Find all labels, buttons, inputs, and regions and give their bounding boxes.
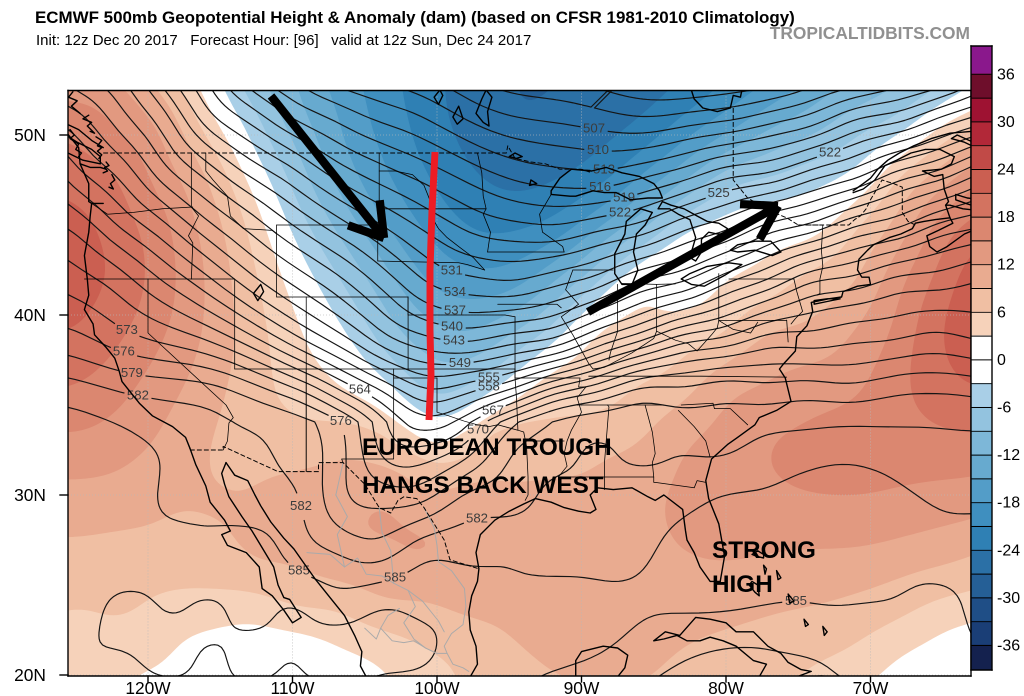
svg-text:543: 543 xyxy=(443,333,465,348)
svg-text:ECMWF 500mb Geopotential Heigh: ECMWF 500mb Geopotential Height & Anomal… xyxy=(35,8,795,27)
svg-text:564: 564 xyxy=(349,382,371,397)
svg-text:582: 582 xyxy=(127,387,149,402)
svg-text:90W: 90W xyxy=(564,678,600,696)
svg-text:-30: -30 xyxy=(997,590,1020,607)
svg-text:576: 576 xyxy=(330,413,352,428)
svg-text:110W: 110W xyxy=(270,678,315,696)
svg-text:0: 0 xyxy=(997,352,1006,369)
svg-text:537: 537 xyxy=(444,303,466,318)
svg-text:36: 36 xyxy=(997,66,1015,83)
svg-text:507: 507 xyxy=(583,121,605,136)
svg-text:513: 513 xyxy=(593,161,615,176)
svg-text:585: 585 xyxy=(288,562,310,577)
svg-text:573: 573 xyxy=(116,322,138,337)
svg-text:-36: -36 xyxy=(997,637,1020,654)
svg-text:525: 525 xyxy=(708,185,730,200)
svg-text:522: 522 xyxy=(819,145,841,160)
svg-text:549: 549 xyxy=(449,355,471,370)
svg-text:18: 18 xyxy=(997,209,1015,226)
svg-text:30: 30 xyxy=(997,114,1015,131)
svg-text:-24: -24 xyxy=(997,542,1020,559)
svg-text:TROPICALTIDBITS.COM: TROPICALTIDBITS.COM xyxy=(770,23,970,43)
svg-text:70W: 70W xyxy=(853,678,889,696)
svg-text:24: 24 xyxy=(997,162,1015,179)
svg-text:576: 576 xyxy=(113,344,135,359)
svg-text:12: 12 xyxy=(997,257,1015,274)
svg-text:100W: 100W xyxy=(414,678,460,696)
svg-text:20N: 20N xyxy=(14,665,46,685)
svg-text:534: 534 xyxy=(444,284,466,299)
svg-text:510: 510 xyxy=(587,142,609,157)
svg-text:6: 6 xyxy=(997,304,1006,321)
svg-text:120W: 120W xyxy=(125,678,171,696)
svg-text:STRONG: STRONG xyxy=(712,537,816,564)
svg-text:540: 540 xyxy=(441,318,463,333)
svg-text:-18: -18 xyxy=(997,495,1020,512)
svg-text:-12: -12 xyxy=(997,447,1020,464)
svg-text:EUROPEAN TROUGH: EUROPEAN TROUGH xyxy=(362,434,612,461)
svg-text:585: 585 xyxy=(384,569,406,584)
svg-text:567: 567 xyxy=(482,402,504,417)
svg-text:-6: -6 xyxy=(997,399,1011,416)
svg-text:80W: 80W xyxy=(708,678,744,696)
svg-text:50N: 50N xyxy=(14,125,46,145)
svg-text:558: 558 xyxy=(478,379,500,394)
svg-text:522: 522 xyxy=(609,205,631,220)
svg-text:579: 579 xyxy=(121,365,143,380)
svg-text:582: 582 xyxy=(290,498,312,513)
svg-text:516: 516 xyxy=(589,179,611,194)
svg-text:Init: 12z Dec 20 2017 Foreca: Init: 12z Dec 20 2017 Forecast Hour: [96… xyxy=(36,32,531,49)
svg-text:582: 582 xyxy=(466,510,488,525)
svg-text:555: 555 xyxy=(478,370,500,385)
svg-text:40N: 40N xyxy=(14,305,46,325)
svg-text:HANGS BACK WEST: HANGS BACK WEST xyxy=(362,472,604,499)
svg-text:531: 531 xyxy=(441,263,463,278)
svg-text:30N: 30N xyxy=(14,485,46,505)
svg-text:HIGH: HIGH xyxy=(712,571,773,598)
